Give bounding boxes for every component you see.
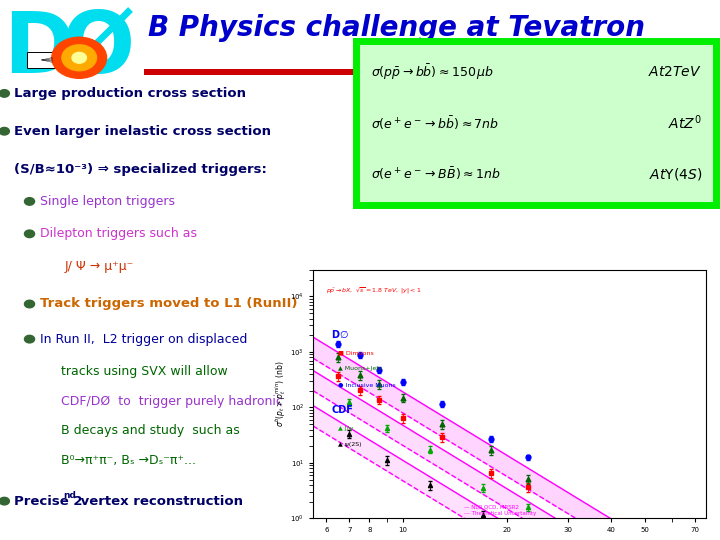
Text: Large production cross section: Large production cross section [14,87,246,100]
Text: $p\bar{p}{\rightarrow}bX,\ \sqrt{s}{=}1.8\ TeV,\ |y|{<}1$: $p\bar{p}{\rightarrow}bX,\ \sqrt{s}{=}1.… [326,285,422,295]
Bar [144,69,713,75]
Circle shape [72,52,86,63]
Circle shape [24,230,35,238]
Circle shape [24,300,35,308]
Text: B decays and study  such as: B decays and study such as [61,424,240,437]
Text: CDF: CDF [331,405,353,415]
Text: Single lepton triggers: Single lepton triggers [40,195,174,208]
Text: $\sigma(e^+e^- \rightarrow b\bar{b}) \approx 7nb$: $\sigma(e^+e^- \rightarrow b\bar{b}) \ap… [371,114,499,132]
Circle shape [0,127,9,135]
Circle shape [52,37,107,78]
Text: $\sigma(p\bar{p} \rightarrow b\bar{b}) \approx 150\,\mu b$: $\sigma(p\bar{p} \rightarrow b\bar{b}) \… [371,62,494,82]
Circle shape [62,45,96,71]
Text: J/ Ψ → μ⁺μ⁻: J/ Ψ → μ⁺μ⁻ [65,260,134,273]
Text: CDF/DØ  to  trigger purely hadronic: CDF/DØ to trigger purely hadronic [61,395,283,408]
X-axis label: $p_t^{min}$ (GeV/c): $p_t^{min}$ (GeV/c) [483,539,536,540]
Bar [27,52,56,68]
Text: ▲ ψ(2S): ▲ ψ(2S) [338,442,361,447]
Text: ■ Dimuons: ■ Dimuons [338,350,374,355]
Text: B Physics challenge at Tevatron: B Physics challenge at Tevatron [148,14,644,42]
Text: $At 2 TeV$: $At 2 TeV$ [648,65,702,79]
Text: Ø: Ø [61,8,135,91]
Text: vertex reconstruction: vertex reconstruction [76,495,243,508]
Text: nd: nd [63,490,76,500]
Text: ▲ Muons+Jets: ▲ Muons+Jets [338,366,382,370]
Text: D$\emptyset$: D$\emptyset$ [331,328,349,340]
Text: — NLO QCD, MRSR2: — NLO QCD, MRSR2 [464,505,519,510]
Text: Even larger inelastic cross section: Even larger inelastic cross section [14,125,271,138]
Text: B⁰→π⁺π⁻, Bₛ →Dₛ⁻π⁺...: B⁰→π⁺π⁻, Bₛ →Dₛ⁻π⁺... [61,454,196,467]
Text: $At \Upsilon(4S)$: $At \Upsilon(4S)$ [649,166,702,182]
Text: Precise 2: Precise 2 [14,495,83,508]
Circle shape [24,335,35,343]
Text: tracks using SVX will allow: tracks using SVX will allow [61,365,228,378]
Text: D: D [4,8,75,91]
Circle shape [24,198,35,205]
Text: ▲ J/ψ: ▲ J/ψ [338,426,354,430]
Text: $\sigma(e^+e^- \rightarrow B\bar{B}) \approx 1nb$: $\sigma(e^+e^- \rightarrow B\bar{B}) \ap… [371,166,500,182]
Y-axis label: $\sigma^b(p_t > p_t^{min})$ (nb): $\sigma^b(p_t > p_t^{min})$ (nb) [273,361,287,427]
Text: (S/B≈10⁻³) ⇒ specialized triggers:: (S/B≈10⁻³) ⇒ specialized triggers: [14,163,267,176]
Text: ● Inclusive Muons: ● Inclusive Muons [338,382,396,387]
FancyBboxPatch shape [356,40,716,205]
Text: Dilepton triggers such as: Dilepton triggers such as [40,227,197,240]
Circle shape [0,497,9,505]
Text: In Run II,  L2 trigger on displaced: In Run II, L2 trigger on displaced [40,333,247,346]
Circle shape [0,90,9,97]
Text: Track triggers moved to L1 (RunII): Track triggers moved to L1 (RunII) [40,298,297,310]
Text: --- Theoretical Uncertainty: --- Theoretical Uncertainty [464,511,536,516]
Text: $At Z^0$: $At Z^0$ [668,113,702,132]
